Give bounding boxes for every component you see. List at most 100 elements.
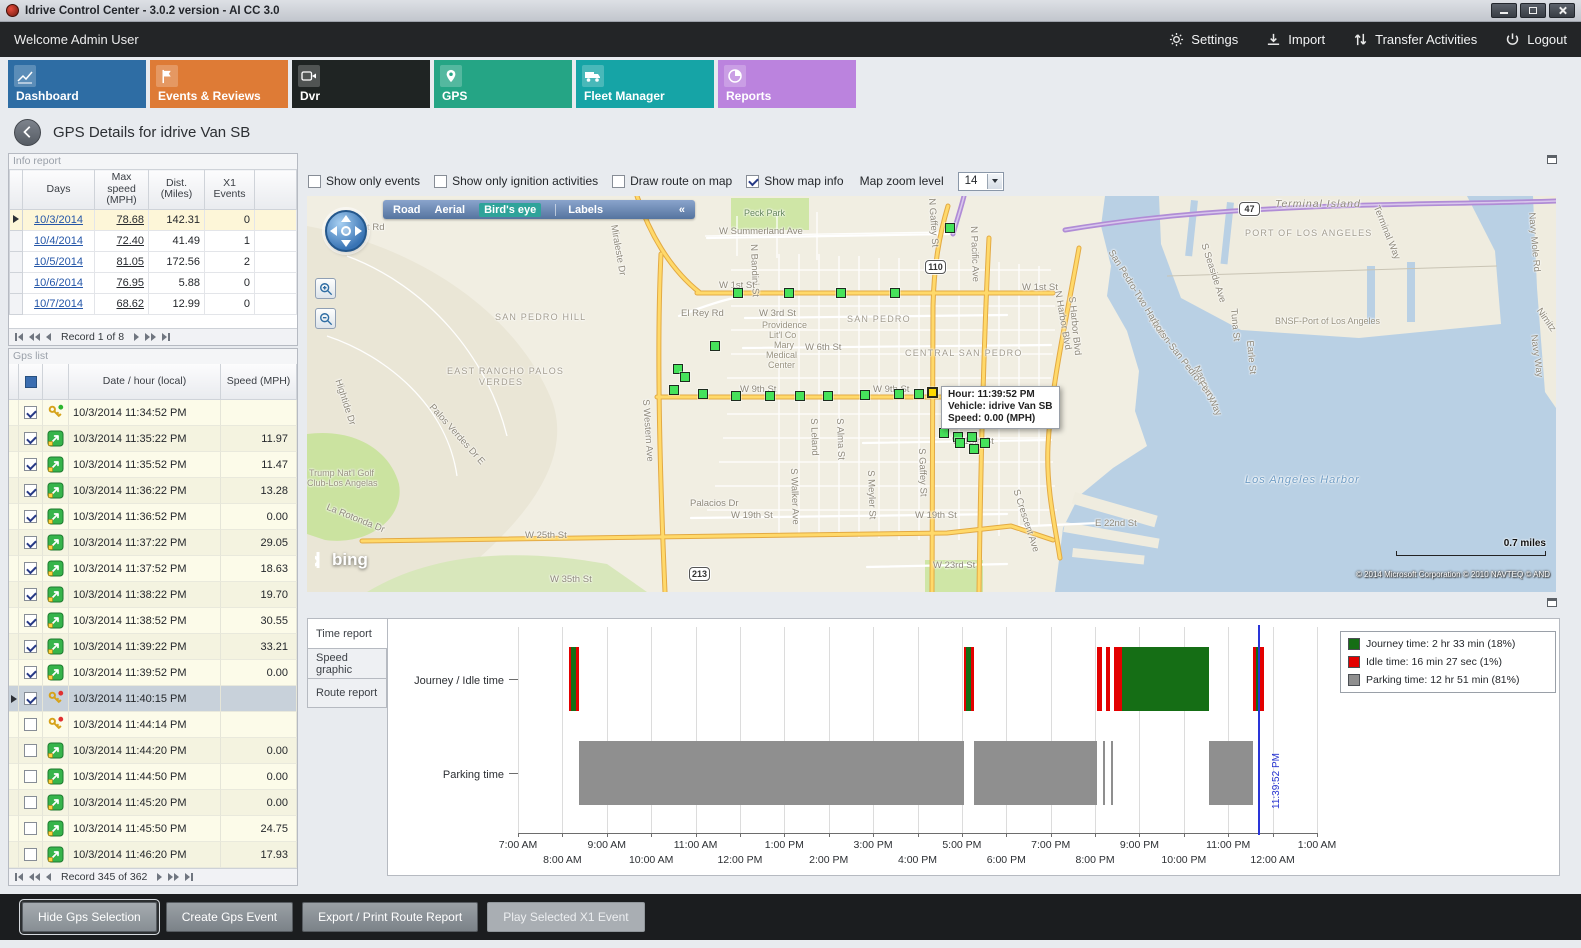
- map-option-show-only-ignition-activities[interactable]: Show only ignition activities: [434, 174, 598, 188]
- row-checkbox[interactable]: [24, 744, 37, 757]
- minimize-button[interactable]: [1491, 3, 1517, 18]
- row-checkbox[interactable]: [24, 432, 37, 445]
- last-page-button[interactable]: [185, 873, 194, 881]
- map-view-road[interactable]: Road: [393, 203, 421, 216]
- hide-gps-selection-button[interactable]: Hide Gps Selection: [22, 902, 157, 932]
- gps-list-row[interactable]: 10/3/2014 11:36:52 PM 0.00: [9, 504, 297, 530]
- info-report-row[interactable]: 10/5/2014 81.05 172.56 2: [9, 250, 297, 273]
- gps-list-row[interactable]: 10/3/2014 11:35:52 PM 11.47: [9, 452, 297, 478]
- gps-list-row[interactable]: 10/3/2014 11:44:50 PM 0.00: [9, 764, 297, 790]
- pan-south-icon[interactable]: [341, 240, 351, 247]
- map-option-show-only-events[interactable]: Show only events: [308, 174, 420, 188]
- export-print-route-report-button[interactable]: Export / Print Route Report: [302, 902, 479, 932]
- row-checkbox[interactable]: [24, 640, 37, 653]
- map-option-draw-route-on-map[interactable]: Draw route on map: [612, 174, 732, 188]
- gps-point-marker[interactable]: [980, 438, 990, 448]
- report-tab-time-report[interactable]: Time report: [307, 618, 388, 648]
- pan-east-icon[interactable]: [355, 226, 362, 236]
- gps-list-row[interactable]: 10/3/2014 11:38:52 PM 30.55: [9, 608, 297, 634]
- gps-point-marker[interactable]: [765, 391, 775, 401]
- gps-point-marker[interactable]: [967, 432, 977, 442]
- gps-point-marker[interactable]: [894, 389, 904, 399]
- header-action-logout[interactable]: Logout: [1505, 32, 1567, 47]
- gps-list-row[interactable]: 10/3/2014 11:40:15 PM: [9, 686, 297, 712]
- last-page-button[interactable]: [162, 333, 171, 341]
- gps-list-row[interactable]: 10/3/2014 11:37:52 PM 18.63: [9, 556, 297, 582]
- prev-page-button[interactable]: [46, 333, 51, 341]
- expand-chart-icon[interactable]: [1547, 598, 1557, 607]
- info-report-row[interactable]: 10/4/2014 72.40 41.49 1: [9, 229, 297, 252]
- play-selected-x1-event-button[interactable]: Play Selected X1 Event: [487, 902, 645, 932]
- day-link[interactable]: 10/7/2014: [34, 297, 83, 310]
- gps-point-marker[interactable]: [890, 288, 900, 298]
- row-checkbox[interactable]: [24, 770, 37, 783]
- collapse-viewbar-icon[interactable]: «: [678, 203, 685, 216]
- header-action-transfer-activities[interactable]: Transfer Activities: [1353, 32, 1477, 47]
- checkbox-icon[interactable]: [746, 174, 760, 188]
- checkbox-icon[interactable]: [308, 174, 321, 188]
- max-speed-link[interactable]: 81.05: [116, 255, 144, 268]
- gps-list-row[interactable]: 10/3/2014 11:45:20 PM 0.00: [9, 790, 297, 816]
- checkbox-icon[interactable]: [434, 174, 448, 188]
- row-checkbox[interactable]: [24, 484, 37, 497]
- prev-page-button[interactable]: [46, 873, 51, 881]
- gps-point-marker[interactable]: [784, 288, 794, 298]
- gps-point-marker[interactable]: [955, 438, 965, 448]
- row-checkbox[interactable]: [24, 406, 37, 419]
- row-checkbox[interactable]: [24, 536, 37, 549]
- nav-tab-dashboard[interactable]: Dashboard: [8, 60, 146, 108]
- gps-list-row[interactable]: 10/3/2014 11:46:20 PM 17.93: [9, 842, 297, 868]
- gps-point-marker[interactable]: [836, 288, 846, 298]
- col-max-speed[interactable]: Max speed (MPH): [94, 169, 149, 210]
- next-page-button[interactable]: [134, 333, 140, 341]
- gps-point-marker[interactable]: [673, 364, 683, 374]
- fast-next-button[interactable]: [145, 333, 157, 341]
- gps-list-row[interactable]: 10/3/2014 11:36:22 PM 13.28: [9, 478, 297, 504]
- first-page-button[interactable]: [15, 333, 23, 341]
- row-checkbox[interactable]: [24, 562, 37, 575]
- selected-gps-point-marker[interactable]: [927, 387, 938, 398]
- day-link[interactable]: 10/5/2014: [34, 255, 83, 268]
- info-report-row[interactable]: 10/6/2014 76.95 5.88 0: [9, 271, 297, 294]
- gps-point-marker[interactable]: [795, 391, 805, 401]
- gps-point-marker[interactable]: [860, 390, 870, 400]
- gps-point-marker[interactable]: [823, 391, 833, 401]
- day-link[interactable]: 10/6/2014: [34, 276, 83, 289]
- gps-list-row[interactable]: 10/3/2014 11:39:52 PM 0.00: [9, 660, 297, 686]
- nav-tab-gps[interactable]: GPS: [434, 60, 572, 108]
- map-view-bird-s-eye[interactable]: Bird's eye: [479, 202, 542, 217]
- nav-tab-fleet-manager[interactable]: Fleet Manager: [576, 60, 714, 108]
- expand-map-icon[interactable]: [1547, 155, 1557, 164]
- map-zoom-in-button[interactable]: [315, 278, 336, 299]
- select-all-header[interactable]: [19, 364, 43, 399]
- row-checkbox[interactable]: [24, 796, 37, 809]
- info-report-row[interactable]: 10/7/2014 68.62 12.99 0: [9, 292, 297, 315]
- gps-point-marker[interactable]: [945, 223, 955, 233]
- map-view-aerial[interactable]: Aerial: [434, 203, 466, 216]
- pan-west-icon[interactable]: [330, 226, 337, 236]
- gps-point-marker[interactable]: [733, 288, 743, 298]
- row-checkbox[interactable]: [24, 458, 37, 471]
- gps-list-row[interactable]: 10/3/2014 11:38:22 PM 19.70: [9, 582, 297, 608]
- gps-list-row[interactable]: 10/3/2014 11:45:50 PM 24.75: [9, 816, 297, 842]
- report-tab-route-report[interactable]: Route report: [307, 678, 387, 708]
- gps-point-marker[interactable]: [914, 389, 924, 399]
- col-days[interactable]: Days: [22, 169, 95, 210]
- max-speed-link[interactable]: 78.68: [116, 213, 144, 226]
- nav-tab-events-reviews[interactable]: Events & Reviews: [150, 60, 288, 108]
- fast-next-button[interactable]: [168, 873, 180, 881]
- day-link[interactable]: 10/4/2014: [34, 234, 83, 247]
- col-speed[interactable]: Speed (MPH): [221, 364, 297, 399]
- max-speed-link[interactable]: 68.62: [116, 297, 144, 310]
- gps-point-marker[interactable]: [698, 389, 708, 399]
- gps-list-row[interactable]: 10/3/2014 11:34:52 PM: [9, 400, 297, 426]
- nav-tab-reports[interactable]: Reports: [718, 60, 856, 108]
- max-speed-link[interactable]: 72.40: [116, 234, 144, 247]
- map-zoom-out-button[interactable]: [315, 308, 336, 329]
- gps-list-row[interactable]: 10/3/2014 11:44:14 PM: [9, 712, 297, 738]
- header-action-settings[interactable]: Settings: [1169, 32, 1238, 47]
- gps-point-marker[interactable]: [669, 385, 679, 395]
- fast-prev-button[interactable]: [29, 873, 40, 881]
- row-checkbox[interactable]: [24, 718, 37, 731]
